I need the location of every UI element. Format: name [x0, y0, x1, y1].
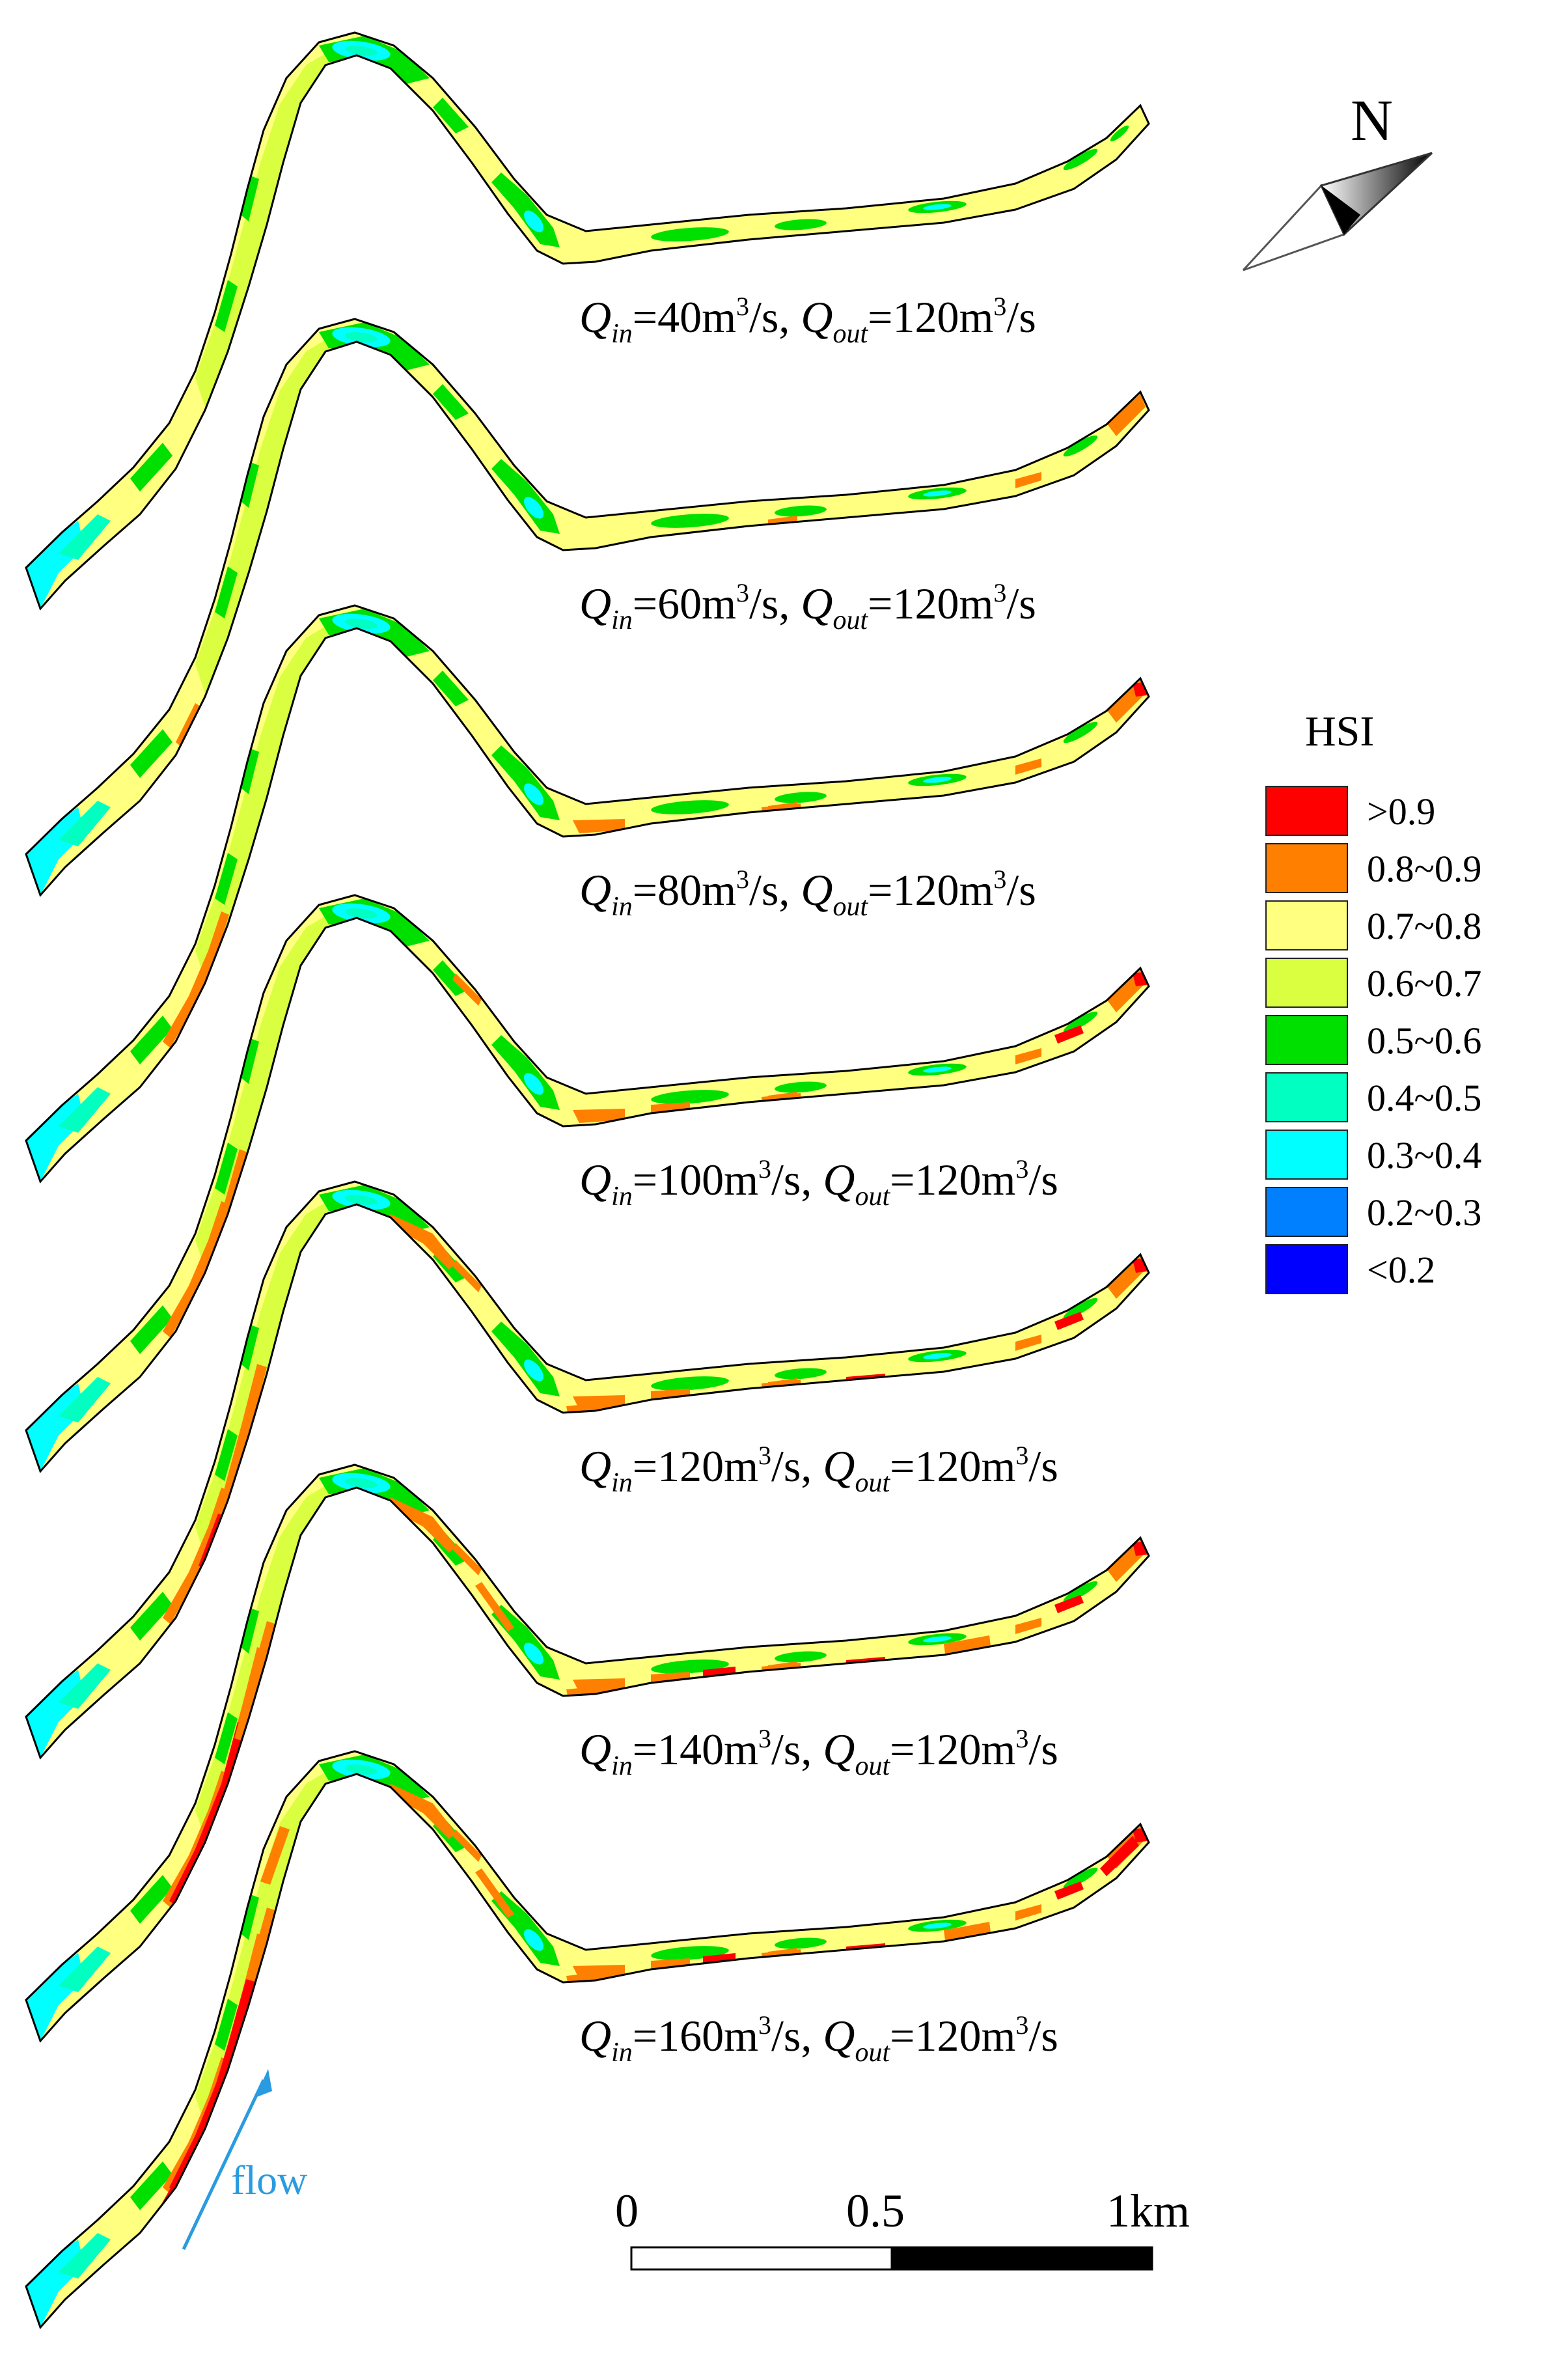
- legend-title: HSI: [1305, 708, 1374, 755]
- legend-swatch: [1265, 1244, 1348, 1294]
- river-panel: Qin=140m3/s, Qout=120m3/s: [25, 1463, 1150, 2042]
- hsi-legend: HSI >0.9 0.8~0.9 0.7~0.8 0.6~0.7 0.5~0.6 0.4~0…: [1265, 708, 1481, 1294]
- legend-label: 0.5~0.6: [1367, 1019, 1481, 1062]
- flow-label: flow: [231, 2157, 307, 2203]
- legend-swatch: [1265, 1187, 1348, 1237]
- legend-swatch: [1265, 900, 1348, 950]
- legend-swatch: [1265, 1072, 1348, 1122]
- discharge-caption: Qin=60m3/s, Qout=120m3/s: [579, 578, 1036, 635]
- legend-swatch: [1265, 1130, 1348, 1180]
- river-panel: Qin=160m3/s, Qout=120m3/s: [25, 1750, 1150, 2329]
- discharge-caption: Qin=140m3/s, Qout=120m3/s: [579, 1724, 1058, 1781]
- river-panel: Qin=120m3/s, Qout=120m3/s: [25, 1180, 1150, 1759]
- river-panel: Qin=80m3/s, Qout=120m3/s: [25, 604, 1150, 1183]
- legend-swatch: [1265, 786, 1348, 836]
- legend-label: >0.9: [1367, 790, 1435, 833]
- scale-label: 0.5: [846, 2185, 905, 2237]
- river-panel: Qin=40m3/s, Qout=120m3/s: [25, 31, 1150, 610]
- scale-bar: 0 0.5 1km: [615, 2185, 1190, 2271]
- legend-swatch: [1265, 1015, 1348, 1065]
- discharge-caption: Qin=100m3/s, Qout=120m3/s: [579, 1154, 1058, 1212]
- legend-label: 0.7~0.8: [1367, 905, 1481, 947]
- legend-label: <0.2: [1367, 1249, 1435, 1291]
- legend-swatch: [1265, 958, 1348, 1008]
- scale-label: 1km: [1107, 2185, 1190, 2237]
- legend-label: 0.4~0.5: [1367, 1077, 1481, 1119]
- legend-label: 0.2~0.3: [1367, 1191, 1481, 1234]
- river-panel: Qin=100m3/s, Qout=120m3/s: [25, 894, 1150, 1473]
- north-label: N: [1351, 89, 1393, 153]
- discharge-caption: Qin=160m3/s, Qout=120m3/s: [579, 2010, 1058, 2068]
- legend-swatch: [1265, 843, 1348, 893]
- discharge-caption: Qin=40m3/s, Qout=120m3/s: [579, 292, 1036, 349]
- north-arrow-icon: N: [1242, 89, 1433, 271]
- legend-label: 0.6~0.7: [1367, 962, 1481, 1005]
- legend-label: 0.3~0.4: [1367, 1134, 1481, 1176]
- river-panel: Qin=60m3/s, Qout=120m3/s: [25, 318, 1150, 896]
- discharge-caption: Qin=120m3/s, Qout=120m3/s: [579, 1441, 1058, 1498]
- discharge-caption: Qin=80m3/s, Qout=120m3/s: [579, 865, 1036, 922]
- flow-arrow-icon: flow: [182, 2069, 307, 2251]
- scale-label: 0: [615, 2185, 639, 2237]
- legend-label: 0.8~0.9: [1367, 848, 1481, 890]
